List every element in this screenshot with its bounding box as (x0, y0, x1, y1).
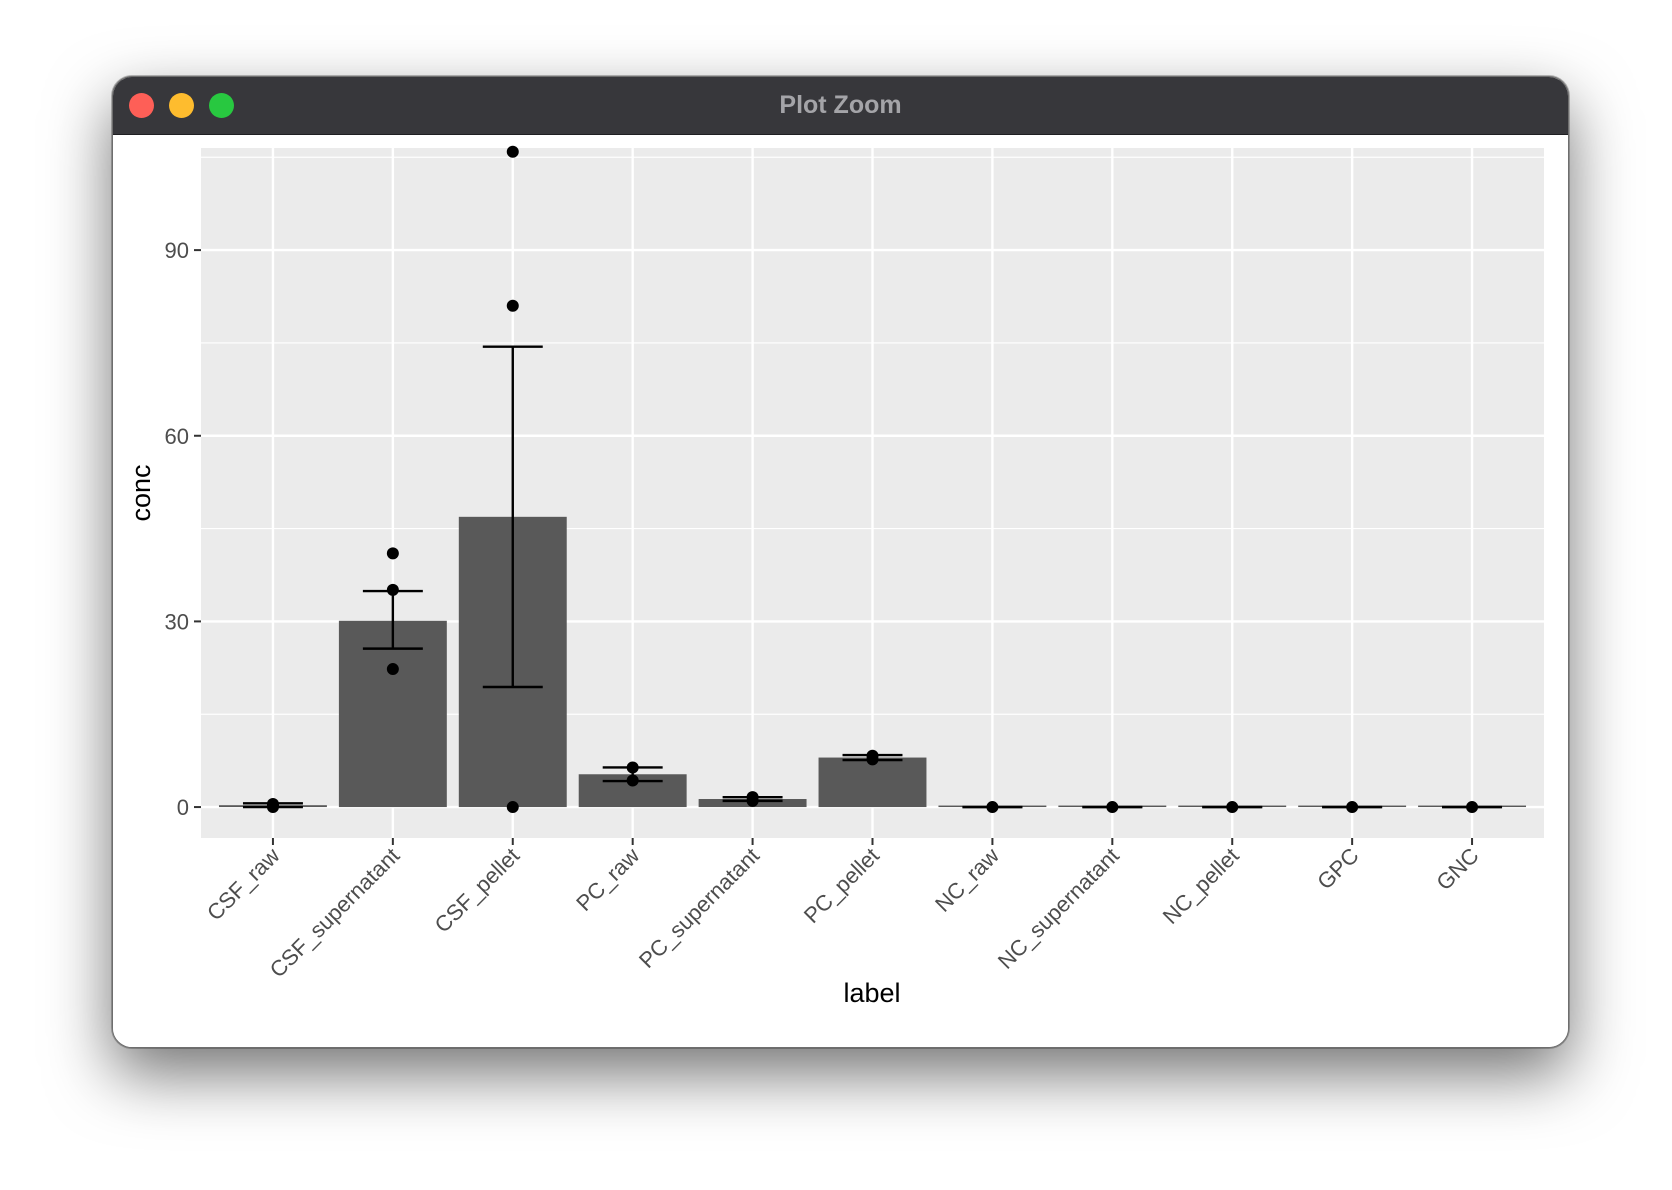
data-point (506, 299, 519, 312)
minimize-button[interactable] (169, 93, 194, 118)
bar-PC_pellet (818, 757, 927, 808)
y-axis-title: conc (126, 464, 156, 521)
x-tick-label: NC_raw (930, 843, 1004, 917)
window-title: Plot Zoom (779, 91, 902, 119)
data-points (266, 145, 1479, 814)
x-tick-label: NC_supernatant (993, 843, 1124, 974)
data-point (506, 801, 519, 814)
data-point (386, 663, 399, 676)
plot-zoom-window: Plot Zoom 0 30 60 90 CSF_raw CSF_supernatant… (112, 76, 1569, 1048)
data-point (986, 801, 999, 814)
y-tick-label: 30 (165, 609, 189, 634)
x-tick-label: PC_pellet (799, 843, 884, 928)
x-tick-label: PC_raw (571, 843, 644, 916)
x-tick-label: CSF_supernatant (265, 843, 405, 983)
data-point (1346, 801, 1359, 814)
x-axis-title: label (843, 978, 900, 1008)
bar-CSF_supernatant (338, 620, 447, 808)
data-point (386, 583, 399, 596)
x-tick-label: NC_pellet (1158, 843, 1244, 929)
data-point (1226, 801, 1239, 814)
x-tick-label: CSF_raw (202, 843, 285, 926)
x-tick-label: GNC (1431, 843, 1483, 895)
data-point (1106, 801, 1119, 814)
x-tick-label: CSF_pellet (430, 843, 525, 938)
x-tick-label: GPC (1312, 843, 1363, 894)
data-point (506, 145, 519, 158)
data-point (866, 749, 879, 762)
data-point (1466, 801, 1479, 814)
y-tick-label: 60 (165, 424, 189, 449)
data-point (626, 761, 639, 774)
data-point (626, 774, 639, 787)
title-bar[interactable]: Plot Zoom (113, 77, 1568, 135)
x-tick-label: PC_supernatant (634, 843, 764, 973)
plot-area: 0 30 60 90 CSF_raw CSF_supernatant CSF_pellet… (113, 135, 1568, 1047)
data-point (746, 791, 759, 804)
bars (218, 516, 1527, 808)
zoom-button[interactable] (209, 93, 234, 118)
data-point (386, 547, 399, 560)
data-point (266, 797, 279, 810)
y-tick-label: 90 (165, 238, 189, 263)
y-axis: 0 30 60 90 (165, 238, 201, 820)
y-tick-label: 0 (177, 795, 189, 820)
close-button[interactable] (129, 93, 154, 118)
